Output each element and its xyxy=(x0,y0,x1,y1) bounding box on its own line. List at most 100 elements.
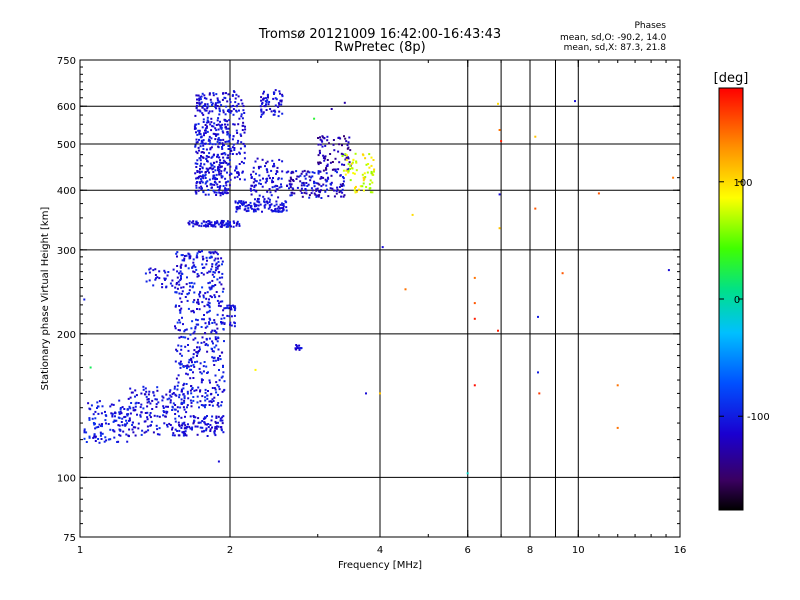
data-point xyxy=(352,158,355,161)
data-point xyxy=(291,191,294,194)
data-point xyxy=(134,405,137,408)
data-point xyxy=(334,170,337,173)
data-point xyxy=(211,110,214,113)
data-point xyxy=(247,209,250,212)
data-point xyxy=(142,388,145,391)
data-point xyxy=(190,427,193,430)
data-point xyxy=(188,292,190,295)
data-point xyxy=(232,104,235,107)
data-point xyxy=(369,191,372,194)
data-point xyxy=(208,286,211,289)
data-point xyxy=(191,320,194,323)
data-point xyxy=(197,303,200,305)
data-point xyxy=(83,298,86,301)
data-point xyxy=(195,220,198,223)
data-point xyxy=(204,406,206,409)
data-point xyxy=(232,220,235,223)
data-point xyxy=(205,427,208,430)
data-point xyxy=(216,178,218,180)
y-tick-label: 75 xyxy=(63,533,76,544)
data-point xyxy=(274,89,277,92)
data-point xyxy=(206,107,209,110)
data-point xyxy=(331,161,334,163)
data-point xyxy=(318,152,321,155)
data-point xyxy=(179,297,182,300)
data-point xyxy=(194,416,197,419)
data-point xyxy=(208,139,211,142)
data-point xyxy=(217,137,220,140)
data-point xyxy=(265,97,267,100)
data-point xyxy=(88,436,91,439)
data-point xyxy=(304,177,307,180)
data-point xyxy=(158,433,161,436)
data-point xyxy=(358,188,360,191)
data-point xyxy=(235,210,238,213)
data-point xyxy=(182,286,185,289)
data-point xyxy=(211,102,214,105)
data-point xyxy=(197,323,200,326)
data-point xyxy=(187,361,190,364)
data-point xyxy=(256,157,259,160)
data-point xyxy=(230,105,233,108)
data-point xyxy=(362,182,365,185)
data-point xyxy=(195,94,198,97)
data-point xyxy=(218,295,221,298)
colorbar-tick-label: 100 xyxy=(733,178,752,189)
data-point xyxy=(182,432,185,435)
y-tick-label: 400 xyxy=(57,186,76,197)
data-point xyxy=(277,209,280,212)
data-point xyxy=(236,142,239,145)
data-point xyxy=(180,292,183,295)
data-point xyxy=(173,385,176,388)
data-point xyxy=(112,403,115,406)
data-point xyxy=(196,273,199,275)
data-point xyxy=(220,321,223,324)
data-point xyxy=(219,172,222,175)
data-point xyxy=(275,172,277,175)
data-point xyxy=(209,98,212,101)
data-point xyxy=(182,406,185,409)
data-point xyxy=(178,393,181,396)
data-point xyxy=(243,131,246,134)
data-point xyxy=(295,348,298,351)
data-point xyxy=(265,109,268,111)
data-point xyxy=(264,203,267,206)
data-point xyxy=(340,195,343,198)
data-point xyxy=(214,143,217,146)
data-point xyxy=(307,183,310,186)
data-point xyxy=(257,165,260,168)
data-point xyxy=(215,415,218,418)
data-point xyxy=(221,314,224,317)
data-point xyxy=(211,350,214,353)
data-point xyxy=(202,191,205,194)
data-point xyxy=(120,421,123,423)
data-point xyxy=(105,422,107,425)
data-point xyxy=(220,404,223,407)
data-point xyxy=(255,204,258,207)
data-point xyxy=(169,401,172,404)
data-point xyxy=(214,127,217,130)
data-point xyxy=(92,422,95,424)
data-point xyxy=(219,161,221,164)
data-point xyxy=(193,271,196,274)
data-point xyxy=(232,135,235,138)
data-point xyxy=(365,392,367,395)
data-point xyxy=(209,428,212,431)
data-point xyxy=(178,336,181,339)
data-point xyxy=(199,165,202,168)
data-point xyxy=(213,294,216,297)
data-point xyxy=(229,134,231,137)
data-point xyxy=(226,304,229,307)
data-point xyxy=(183,408,186,411)
data-point xyxy=(300,172,303,175)
data-point xyxy=(150,420,153,423)
data-point xyxy=(233,147,236,149)
data-point xyxy=(354,152,357,155)
data-point xyxy=(206,180,209,183)
data-point xyxy=(211,340,214,343)
data-point xyxy=(234,97,237,100)
data-point xyxy=(234,200,237,203)
data-point xyxy=(214,263,217,266)
data-point xyxy=(218,355,221,357)
data-point xyxy=(235,129,238,132)
